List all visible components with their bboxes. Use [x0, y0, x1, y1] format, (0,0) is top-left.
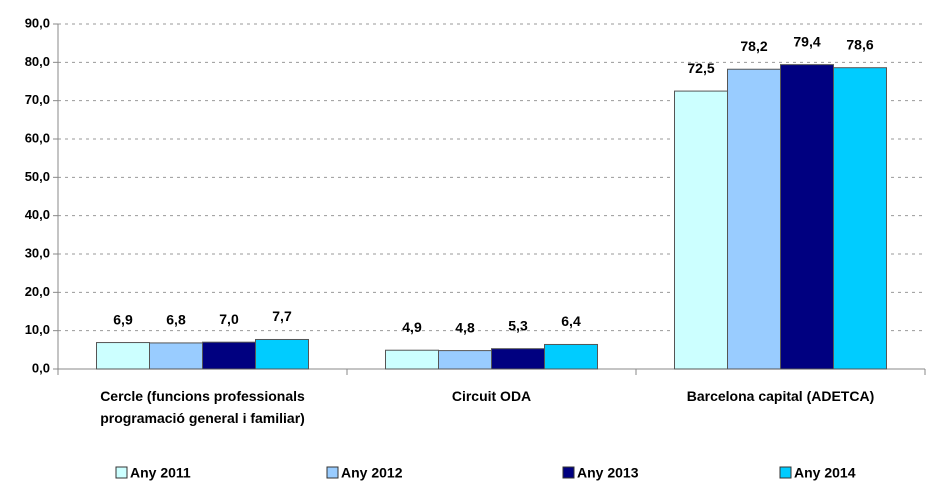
- data-label: 7,7: [272, 308, 292, 324]
- y-tick-label: 50,0: [25, 169, 50, 184]
- data-label: 78,6: [846, 36, 873, 52]
- legend-swatch: [562, 466, 575, 479]
- data-label: 6,8: [166, 312, 186, 328]
- data-label: 72,5: [687, 60, 714, 76]
- bar: [202, 341, 256, 370]
- bar: [385, 349, 439, 370]
- y-tick-label: 0,0: [32, 360, 50, 375]
- y-tick-label: 70,0: [25, 92, 50, 107]
- legend-swatch: [115, 466, 128, 479]
- bar: [255, 338, 309, 370]
- x-tick-label: Circuit ODA: [451, 388, 532, 404]
- legend-label: Any 2011: [130, 465, 191, 481]
- data-label: 4,8: [455, 319, 475, 335]
- data-label: 78,2: [740, 38, 767, 54]
- y-tick-label: 30,0: [25, 245, 50, 260]
- y-tick-label: 80,0: [25, 54, 50, 69]
- y-tick-label: 20,0: [25, 284, 50, 299]
- bar: [674, 90, 728, 370]
- bar: [780, 64, 834, 370]
- legend-label: Any 2012: [341, 465, 403, 481]
- data-label: 5,3: [508, 317, 528, 333]
- x-tick-label: Barcelona capital (ADETCA): [686, 388, 875, 404]
- data-label: 6,9: [113, 311, 133, 327]
- bar: [727, 68, 781, 370]
- data-label: 7,0: [219, 311, 239, 327]
- bar: [149, 342, 203, 370]
- bar: [544, 343, 598, 370]
- bar: [96, 342, 150, 370]
- y-tick-label: 40,0: [25, 207, 50, 222]
- bar: [833, 67, 887, 370]
- data-label: 6,4: [561, 313, 581, 329]
- x-tick-label: Cercle (funcions professionals programac…: [100, 388, 305, 426]
- y-tick-label: 60,0: [25, 130, 50, 145]
- y-tick-label: 90,0: [25, 15, 50, 30]
- bar: [438, 350, 492, 370]
- bar: [491, 348, 545, 370]
- legend-swatch: [779, 466, 792, 479]
- legend-swatch: [326, 466, 339, 479]
- legend-label: Any 2013: [577, 465, 639, 481]
- y-tick-label: 10,0: [25, 322, 50, 337]
- legend-label: Any 2014: [794, 465, 856, 481]
- data-label: 79,4: [793, 33, 820, 49]
- data-label: 4,9: [402, 319, 422, 335]
